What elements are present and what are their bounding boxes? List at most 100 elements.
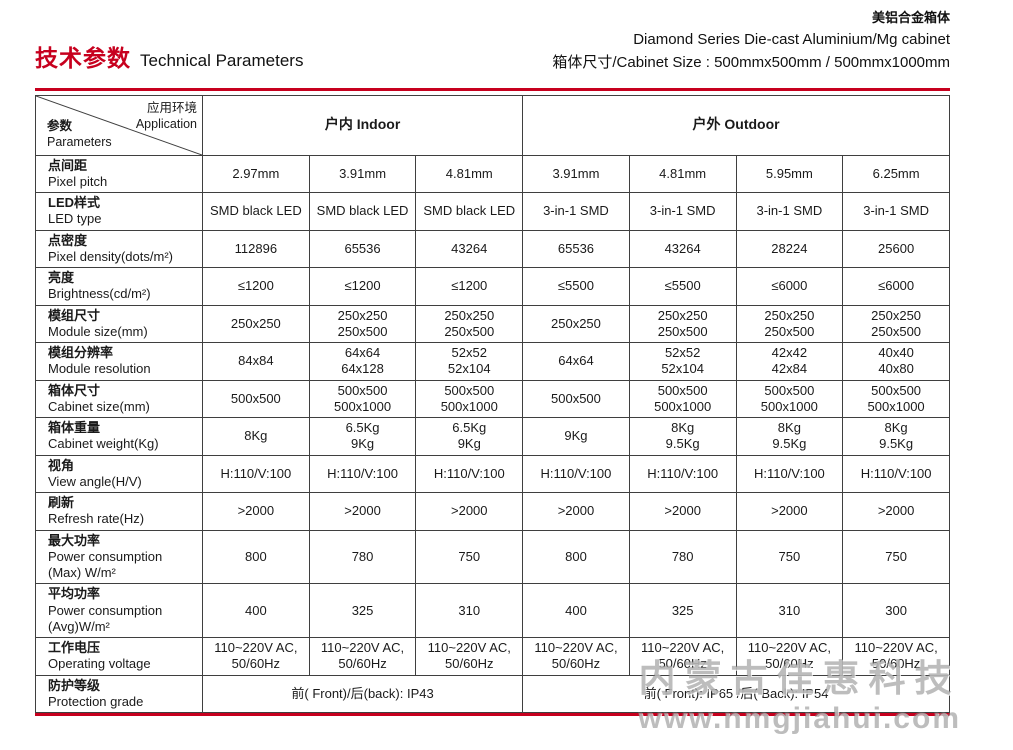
column-group-indoor: 户内 Indoor — [201, 94, 524, 156]
value-cell: 110~220V AC, 50/60Hz — [308, 637, 417, 676]
corner-header: 应用环境 Application 参数 Parameters — [35, 94, 203, 156]
param-row-9: 刷新 Refresh rate(Hz) >2000 >2000 >2000 >2000 >2… — [35, 492, 950, 531]
group-indoor-cn: 户内 — [324, 116, 353, 133]
group-indoor-en: Indoor — [356, 116, 401, 133]
row-label-en: Protection grade — [48, 693, 144, 709]
row-label-cn: 防护等级 — [48, 677, 101, 693]
value-cell: 65536 — [308, 229, 417, 269]
value-cell: 750 — [735, 529, 844, 585]
value-cell: 325 — [308, 583, 417, 639]
bottom-rule — [35, 713, 950, 717]
protection-outdoor-value: 前( Front): IP65 /后( Back): IP54 — [522, 674, 950, 714]
param-row-7: 箱体重量 Cabinet weight(Kg) 8Kg 6.5Kg 9Kg 6.5Kg … — [35, 417, 950, 456]
group-outdoor-cn: 户外 — [692, 116, 721, 133]
product-name-en: Diamond Series Die-cast Aluminium/Mg cab… — [633, 31, 950, 49]
value-cell: 780 — [628, 529, 737, 585]
value-cell: >2000 — [308, 492, 417, 531]
row-label-en: LED type — [48, 211, 102, 227]
row-label-cn: 工作电压 — [48, 640, 101, 656]
value-cell: 300 — [842, 583, 950, 639]
value-cell: 84x84 — [202, 342, 310, 381]
value-cell: 43264 — [415, 229, 524, 269]
value-cell: 250x250 — [202, 304, 310, 344]
row-label-en: Power consumption (Avg)W/m² — [48, 602, 163, 634]
value-cell: 500x500 500x1000 — [735, 379, 844, 419]
value-cell: ≤6000 — [842, 267, 950, 306]
value-cell: 325 — [628, 583, 737, 639]
value-cell: 500x500 — [522, 379, 630, 419]
row-label-cn: 视角 — [48, 457, 75, 473]
page-title-en: Technical Parameters — [140, 50, 304, 70]
param-row-8: 视角 View angle(H/V) H:110/V:100 H:110/V:100 H… — [35, 454, 950, 494]
value-cell: 400 — [202, 583, 310, 639]
column-group-outdoor: 户外 Outdoor — [522, 94, 950, 156]
row-label: 刷新 Refresh rate(Hz) — [35, 492, 203, 531]
value-cell: >2000 — [735, 492, 844, 531]
row-label-cn: LED样式 — [48, 195, 101, 211]
value-cell: 25600 — [842, 229, 950, 269]
value-cell: >2000 — [202, 492, 310, 531]
param-row-6: 箱体尺寸 Cabinet size(mm) 500x500 500x500 500x1… — [35, 379, 950, 419]
row-label-en: Operating voltage — [48, 656, 151, 672]
row-label-cn: 点间距 — [48, 157, 88, 173]
value-cell: 3.91mm — [308, 154, 417, 194]
value-cell: 500x500 500x1000 — [415, 379, 524, 419]
value-cell: 8Kg 9.5Kg — [628, 417, 737, 456]
value-cell: 110~220V AC, 50/60Hz — [842, 637, 950, 676]
value-cell: SMD black LED — [415, 192, 524, 231]
value-cell: ≤1200 — [202, 267, 310, 306]
value-cell: 110~220V AC, 50/60Hz — [415, 637, 524, 676]
row-label-cn: 刷新 — [48, 495, 75, 511]
param-row-5: 模组分辨率 Module resolution 84x84 64x64 64x128 5… — [35, 342, 950, 381]
param-row-0: 点间距 Pixel pitch 2.97mm 3.91mm 4.81mm 3.91mm 4.… — [35, 154, 950, 194]
row-label-en: Pixel pitch — [48, 173, 108, 189]
table-body: 点间距 Pixel pitch 2.97mm 3.91mm 4.81mm 3.91mm 4.… — [35, 154, 950, 676]
value-cell: 8Kg 9.5Kg — [842, 417, 950, 456]
value-cell: 52x52 52x104 — [415, 342, 524, 381]
value-cell: 3-in-1 SMD — [522, 192, 630, 231]
value-cell: ≤1200 — [308, 267, 417, 306]
value-cell: 500x500 500x1000 — [308, 379, 417, 419]
page: 技术参数 Technical Parameters 美铝合金箱体 Diamond … — [35, 0, 950, 717]
corner-parameters-label: 参数 Parameters — [47, 118, 112, 151]
value-cell: 780 — [308, 529, 417, 585]
row-label: 箱体重量 Cabinet weight(Kg) — [35, 417, 203, 456]
value-cell: 3-in-1 SMD — [842, 192, 950, 231]
value-cell: H:110/V:100 — [628, 454, 737, 494]
value-cell: 110~220V AC, 50/60Hz — [628, 637, 737, 676]
value-cell: 6.25mm — [842, 154, 950, 194]
value-cell: 65536 — [522, 229, 630, 269]
value-cell: SMD black LED — [202, 192, 310, 231]
diagonal-divider — [36, 96, 202, 155]
value-cell: 5.95mm — [735, 154, 844, 194]
value-cell: 9Kg — [522, 417, 630, 456]
row-label-cn: 平均功率 — [48, 586, 101, 602]
corner-param-en: Parameters — [47, 135, 112, 150]
corner-application-label: 应用环境 Application — [136, 100, 197, 133]
row-label: 最大功率 Power consumption (Max) W/m² — [35, 529, 203, 585]
value-cell: 3-in-1 SMD — [735, 192, 844, 231]
protection-indoor-value: 前( Front)/后(back): IP43 — [201, 674, 524, 714]
row-label-en: View angle(H/V) — [48, 473, 142, 489]
value-cell: 500x500 500x1000 — [842, 379, 950, 419]
value-cell: SMD black LED — [308, 192, 417, 231]
param-row-12: 工作电压 Operating voltage 110~220V AC, 50/60H… — [35, 637, 950, 676]
row-label: 工作电压 Operating voltage — [35, 637, 203, 676]
value-cell: 40x40 40x80 — [842, 342, 950, 381]
row-label: LED样式 LED type — [35, 192, 203, 231]
value-cell: 400 — [522, 583, 630, 639]
top-rule — [35, 87, 950, 91]
value-cell: H:110/V:100 — [735, 454, 844, 494]
corner-param-cn: 参数 — [47, 119, 73, 134]
value-cell: 4.81mm — [628, 154, 737, 194]
value-cell: 250x250 250x500 — [735, 304, 844, 344]
value-cell: H:110/V:100 — [202, 454, 310, 494]
value-cell: 43264 — [628, 229, 737, 269]
page-title: 技术参数 Technical Parameters — [35, 39, 303, 75]
row-label-en: Cabinet weight(Kg) — [48, 436, 159, 452]
row-label-cn: 箱体重量 — [48, 420, 101, 436]
row-label: 防护等级 Protection grade — [35, 674, 203, 714]
value-cell: 64x64 — [522, 342, 630, 381]
row-label: 模组分辨率 Module resolution — [35, 342, 203, 381]
corner-env-cn: 应用环境 — [146, 100, 197, 115]
